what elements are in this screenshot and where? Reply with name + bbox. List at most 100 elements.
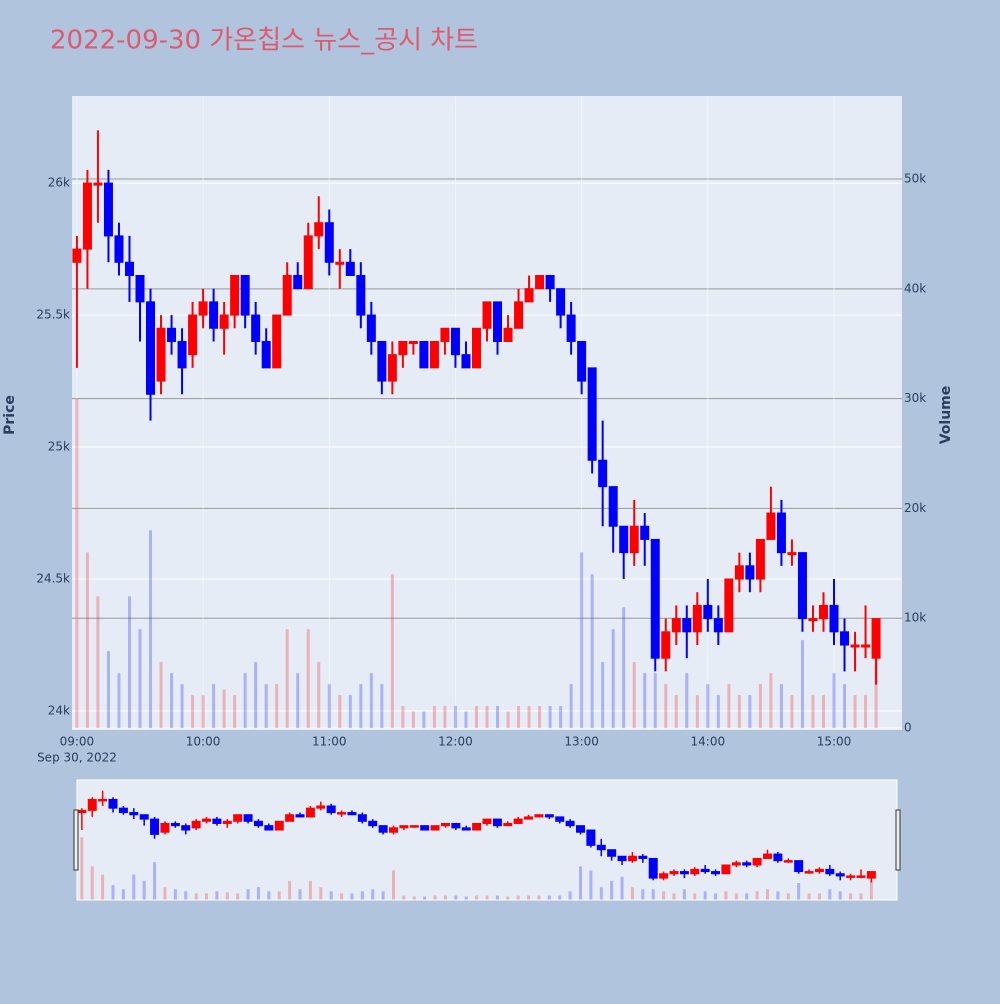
- mini-candle-body: [638, 855, 648, 859]
- volume-bar: [474, 706, 478, 729]
- volume-bar: [327, 684, 331, 729]
- mini-candle-body: [835, 873, 845, 877]
- candle-body: [545, 274, 555, 290]
- mini-candle-body: [264, 825, 274, 831]
- candle-body: [188, 314, 198, 356]
- candle-body: [124, 261, 134, 276]
- mini-volume-bar: [724, 891, 728, 900]
- volume-bar: [390, 574, 394, 729]
- mini-volume-bar: [132, 874, 136, 900]
- candle-body: [850, 644, 860, 648]
- y2-tick-label: 40k: [904, 281, 926, 295]
- mini-candle-body: [731, 862, 741, 866]
- candle-body: [598, 459, 608, 488]
- mini-volume-bar: [578, 866, 582, 900]
- volume-bar: [758, 684, 762, 729]
- volume-bar: [527, 706, 531, 729]
- volume-bar: [359, 684, 363, 729]
- mini-candle-body: [461, 827, 471, 831]
- volume-bar: [590, 574, 594, 729]
- range-slider[interactable]: [76, 779, 898, 901]
- volume-bar: [769, 673, 773, 729]
- volume-bar: [127, 596, 131, 729]
- mini-volume-bar: [246, 889, 250, 900]
- mini-candle-body: [679, 871, 689, 875]
- volume-bar: [632, 662, 636, 729]
- candle-body: [724, 578, 734, 633]
- candle-body: [387, 354, 397, 382]
- mini-volume-bar: [350, 893, 354, 900]
- mini-candle-body: [783, 860, 793, 863]
- mini-volume-bar: [475, 895, 479, 900]
- mini-volume-bar: [838, 891, 842, 900]
- y2-tick-label: 0: [904, 721, 912, 735]
- candle-body: [861, 644, 871, 648]
- mini-candle-body: [492, 818, 502, 827]
- volume-bar: [411, 711, 415, 729]
- volume-bar: [821, 695, 825, 729]
- mini-volume-bar: [755, 891, 759, 900]
- mini-volume-bar: [599, 887, 603, 900]
- mini-candle-body: [503, 822, 513, 827]
- mini-volume-bar: [205, 893, 209, 900]
- volume-bar: [496, 706, 500, 729]
- candle-body: [755, 538, 765, 580]
- mini-candle-body: [233, 814, 243, 822]
- candle-body: [366, 314, 376, 342]
- candle-body: [818, 604, 828, 620]
- volume-bar: [149, 530, 153, 729]
- mini-volume-bar: [630, 887, 634, 900]
- volume-bar: [306, 629, 310, 729]
- mini-candle-body: [409, 825, 419, 828]
- candle-body: [314, 222, 324, 237]
- chart-title: 2022-09-30 가온칩스 뉴스_공시 차트: [50, 26, 478, 56]
- candle-body: [745, 565, 755, 580]
- mini-candle-body: [596, 844, 606, 851]
- mini-candle-body: [87, 798, 97, 811]
- candle-body: [577, 340, 587, 382]
- mini-candle-body: [285, 814, 295, 822]
- mini-candle-body: [762, 853, 772, 859]
- volume-bar: [727, 684, 731, 729]
- mini-volume-bar: [215, 891, 219, 900]
- volume-bar: [748, 695, 752, 729]
- candle-body: [503, 327, 513, 342]
- volume-bar: [432, 706, 436, 729]
- mini-candle-body: [305, 807, 315, 818]
- volume-bar: [706, 684, 710, 729]
- mini-candle-body: [451, 822, 461, 829]
- candle-body: [219, 314, 229, 329]
- mini-volume-bar: [371, 889, 375, 900]
- volume-bar: [453, 706, 457, 729]
- mini-candle-body: [274, 820, 284, 831]
- mini-candle-body: [129, 812, 139, 816]
- mini-candle-body: [617, 855, 627, 862]
- candle-body: [419, 340, 429, 369]
- candle-body: [629, 525, 639, 554]
- x-tick-label: 09:00: [60, 735, 95, 749]
- candle-body: [808, 618, 818, 622]
- candle-body: [377, 340, 387, 382]
- volume-bar: [275, 684, 279, 729]
- candle-body: [661, 631, 671, 659]
- candle-body: [440, 327, 450, 342]
- slider-handle[interactable]: [895, 809, 901, 871]
- mini-candle-body: [440, 822, 450, 827]
- volume-bar: [422, 711, 426, 729]
- volume-bar: [643, 673, 647, 729]
- candle-body: [682, 618, 692, 633]
- mini-candle-body: [368, 820, 378, 827]
- mini-candle-body: [866, 871, 876, 879]
- slider-handle[interactable]: [73, 809, 79, 871]
- mini-volume-bar: [236, 893, 240, 900]
- mini-volume-bar: [225, 892, 229, 900]
- mini-candle-body: [825, 868, 835, 875]
- candle-body: [608, 486, 618, 527]
- volume-bar: [380, 684, 384, 729]
- mini-volume-bar: [173, 889, 177, 900]
- mini-volume-bar: [402, 895, 406, 900]
- volume-bar: [170, 673, 174, 729]
- mini-volume-bar: [464, 896, 468, 900]
- mini-candle-body: [700, 868, 710, 873]
